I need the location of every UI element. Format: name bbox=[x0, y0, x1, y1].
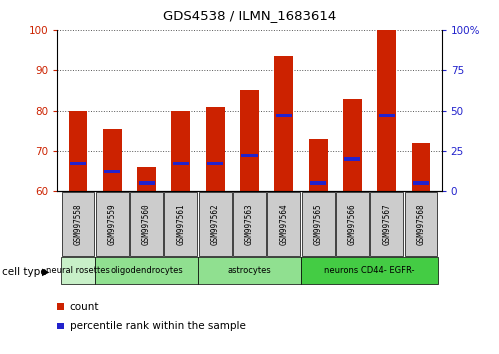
Text: oligodendrocytes: oligodendrocytes bbox=[110, 266, 183, 275]
Bar bbox=[137, 167, 156, 191]
FancyBboxPatch shape bbox=[301, 192, 335, 256]
Bar bbox=[173, 162, 189, 165]
Text: GSM997567: GSM997567 bbox=[382, 203, 391, 245]
Text: GSM997560: GSM997560 bbox=[142, 203, 151, 245]
Text: count: count bbox=[70, 302, 99, 312]
FancyBboxPatch shape bbox=[164, 192, 198, 256]
Text: GSM997568: GSM997568 bbox=[417, 203, 426, 245]
Bar bbox=[377, 30, 396, 191]
Text: cell type: cell type bbox=[2, 267, 47, 276]
Bar bbox=[274, 56, 293, 191]
FancyBboxPatch shape bbox=[61, 192, 94, 256]
Bar bbox=[310, 182, 326, 185]
Bar bbox=[70, 162, 86, 165]
Text: GSM997562: GSM997562 bbox=[211, 203, 220, 245]
Bar bbox=[379, 114, 395, 117]
Bar bbox=[242, 154, 257, 157]
FancyBboxPatch shape bbox=[130, 192, 163, 256]
Text: GSM997566: GSM997566 bbox=[348, 203, 357, 245]
Text: percentile rank within the sample: percentile rank within the sample bbox=[70, 321, 246, 331]
Bar bbox=[207, 162, 223, 165]
Text: neurons CD44- EGFR-: neurons CD44- EGFR- bbox=[324, 266, 415, 275]
Text: GSM997564: GSM997564 bbox=[279, 203, 288, 245]
Bar bbox=[206, 107, 225, 191]
FancyBboxPatch shape bbox=[95, 257, 198, 284]
Bar bbox=[139, 182, 155, 185]
FancyBboxPatch shape bbox=[301, 257, 438, 284]
Bar bbox=[103, 129, 122, 191]
Text: GDS4538 / ILMN_1683614: GDS4538 / ILMN_1683614 bbox=[163, 9, 336, 22]
Text: GSM997559: GSM997559 bbox=[108, 203, 117, 245]
Bar bbox=[68, 110, 87, 191]
Bar bbox=[343, 98, 362, 191]
FancyBboxPatch shape bbox=[405, 192, 438, 256]
Bar bbox=[104, 170, 120, 173]
Text: neural rosettes: neural rosettes bbox=[46, 266, 110, 275]
FancyBboxPatch shape bbox=[267, 192, 300, 256]
FancyBboxPatch shape bbox=[61, 257, 95, 284]
Bar bbox=[276, 114, 292, 117]
FancyBboxPatch shape bbox=[199, 192, 232, 256]
Text: GSM997565: GSM997565 bbox=[313, 203, 323, 245]
FancyBboxPatch shape bbox=[233, 192, 266, 256]
Bar bbox=[172, 110, 190, 191]
FancyBboxPatch shape bbox=[336, 192, 369, 256]
Bar bbox=[412, 143, 431, 191]
Bar bbox=[309, 139, 327, 191]
Bar bbox=[240, 91, 259, 191]
Bar bbox=[344, 157, 360, 161]
Text: ▶: ▶ bbox=[42, 267, 50, 276]
FancyBboxPatch shape bbox=[370, 192, 403, 256]
FancyBboxPatch shape bbox=[198, 257, 301, 284]
Bar bbox=[413, 182, 429, 185]
Text: astrocytes: astrocytes bbox=[228, 266, 271, 275]
Text: GSM997561: GSM997561 bbox=[176, 203, 186, 245]
Text: GSM997563: GSM997563 bbox=[245, 203, 254, 245]
FancyBboxPatch shape bbox=[96, 192, 129, 256]
Text: GSM997558: GSM997558 bbox=[73, 203, 82, 245]
